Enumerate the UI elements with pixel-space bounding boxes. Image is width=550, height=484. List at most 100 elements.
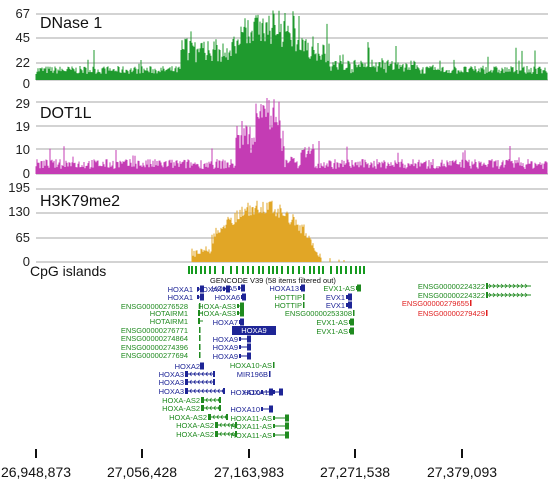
gene-exon [486, 310, 488, 316]
gene-hoxa9[interactable]: HOXA9 [232, 326, 276, 335]
cpg-islands [188, 266, 365, 274]
gene-ensg00000253308[interactable]: ENSG00000253308 [285, 309, 355, 318]
gene-hoxa-as2[interactable]: HOXA-AS2 [176, 421, 237, 430]
gene-hoxa-as3[interactable]: HOXA-AS3 [198, 302, 244, 311]
gene-strand-arrow [512, 292, 516, 298]
gene-hoxa9[interactable]: HOXA9 [213, 343, 251, 352]
gene-exon [215, 431, 218, 437]
gene-hoxa3[interactable]: HOXA3 [159, 387, 225, 396]
gene-exon [185, 379, 188, 385]
gene-strand-arrow [488, 283, 492, 289]
gene-hoxa3[interactable]: HOXA3 [159, 378, 215, 387]
gene-ensg00000224322[interactable]: ENSG00000224322 [418, 291, 531, 300]
gene-evx1-as[interactable]: EVX1-AS [316, 327, 354, 336]
y-tick-label: 19 [16, 119, 30, 134]
gene-ensg00000277694[interactable]: ENSG00000277694 [121, 351, 201, 360]
gene-hoxa4[interactable]: HOXA4 [197, 285, 230, 294]
gene-label: ENSG00000276771 [121, 326, 188, 335]
gene-hoxa13[interactable]: HOXA13 [269, 284, 305, 293]
gene-label: HOXA2 [175, 362, 200, 371]
gene-mir196b[interactable]: MIR196B [237, 370, 271, 379]
gene-hoxa9[interactable]: HOXA9 [213, 335, 251, 344]
gene-strand-arrow [520, 292, 524, 298]
cpg-island-mark [355, 266, 357, 274]
y-tick-label: 45 [16, 30, 30, 45]
gene-strand-arrow [508, 292, 512, 298]
gene-hoxa10[interactable]: HOXA10 [230, 388, 273, 397]
gene-evx1[interactable]: EVX1 [326, 301, 352, 310]
gene-strand-arrow [205, 397, 208, 403]
gene-ensg00000274396[interactable]: ENSG00000274396 [121, 343, 201, 352]
gene-exon [239, 320, 241, 324]
gene-label: ENSG00000224322 [418, 291, 485, 300]
gene-hoxa11-as[interactable]: HOXA11-AS [230, 414, 289, 423]
gene-hoxa1[interactable]: HOXA1 [168, 285, 204, 294]
gene-exon [261, 390, 263, 394]
gene-strand-arrow [209, 371, 212, 377]
gene-hoxa10[interactable]: HOXA10 [230, 405, 273, 414]
gene-exon [273, 416, 275, 420]
gene-hoxa9[interactable]: HOXA9 [213, 352, 251, 361]
gene-strand-arrow [227, 431, 230, 437]
gene-evx1-as[interactable]: EVX1-AS [316, 318, 354, 327]
gene-hoxa-as2[interactable]: HOXA-AS2 [162, 396, 221, 405]
gene-hottip[interactable]: HOTTIP [275, 301, 305, 310]
gene-hoxa11-as[interactable]: HOXA11-AS [230, 431, 289, 440]
gene-ensg00000224322[interactable]: ENSG00000224322 [418, 282, 531, 291]
gene-hoxa7[interactable]: HOXA7 [213, 318, 244, 327]
gene-strand-arrow [520, 283, 524, 289]
gene-exon [238, 286, 240, 290]
gene-hoxa-as2[interactable]: HOXA-AS2 [169, 413, 228, 422]
gene-strand-arrow [492, 283, 496, 289]
gene-ensg00000279655[interactable]: ENSG00000279655 [402, 299, 472, 308]
gene-ensg00000274864[interactable]: ENSG00000274864 [121, 334, 201, 343]
cpg-island-mark [222, 266, 224, 274]
gene-ensg00000279429[interactable]: ENSG00000279429 [418, 309, 488, 318]
gene-hottip[interactable]: HOTTIP [275, 293, 305, 302]
cpg-island-mark [204, 266, 206, 274]
cpg-island-mark [298, 266, 300, 274]
gene-exon [348, 301, 352, 309]
gene-hoxa1[interactable]: HOXA1 [168, 293, 204, 302]
gene-strand-arrow [220, 414, 223, 420]
cpg-island-mark [191, 266, 193, 274]
gene-hoxa-as2[interactable]: HOXA-AS2 [162, 404, 221, 413]
gene-hoxa3[interactable]: HOXA3 [159, 370, 215, 379]
gene-label: HOXA4 [197, 285, 222, 294]
gene-hoxa10-as[interactable]: HOXA10-AS [230, 361, 275, 370]
gene-label: HOXA3 [159, 370, 184, 379]
gene-evx1[interactable]: EVX1 [326, 293, 352, 302]
gene-strand-arrow [496, 292, 500, 298]
gene-hoxa6[interactable]: HOXA6 [215, 293, 246, 302]
gene-exon [199, 303, 201, 309]
gene-hoxa2[interactable]: HOXA2 [175, 362, 204, 371]
gene-label: ENSG00000274396 [121, 343, 188, 352]
cpg-island-mark [303, 266, 305, 274]
cpg-island-mark [209, 266, 211, 274]
gene-hotairm1[interactable]: HOTAIRM1 [150, 309, 203, 318]
gene-hoxa-as2[interactable]: HOXA-AS2 [176, 430, 237, 439]
cpg-island-mark [363, 266, 365, 274]
gene-strand-arrow [512, 283, 516, 289]
cpg-island-mark [322, 266, 324, 274]
gene-strand-arrow [516, 283, 520, 289]
track-h3k79me2 [36, 188, 548, 263]
gene-label: ENSG00000253308 [285, 309, 352, 318]
gene-hoxa11[interactable]: HOXA11 [243, 388, 283, 397]
gene-ensg00000276528[interactable]: ENSG00000276528 [121, 302, 201, 311]
gene-hoxa11-as[interactable]: HOXA11-AS [230, 422, 289, 431]
gene-label: HOXA3 [159, 387, 184, 396]
cpg-island-mark [236, 266, 238, 274]
gene-exon [273, 433, 275, 437]
gene-hotairm1[interactable]: HOTAIRM1 [150, 317, 203, 326]
gene-label: MIR196B [237, 370, 268, 379]
gene-strand-arrow [201, 388, 204, 394]
gene-hoxa-as3[interactable]: HOXA-AS3 [198, 309, 244, 318]
gene-exon [199, 352, 201, 358]
gene-ensg00000276771[interactable]: ENSG00000276771 [121, 326, 201, 335]
gene-evx1-as[interactable]: EVX1-AS [323, 284, 361, 293]
gene-label: EVX1-AS [316, 327, 348, 336]
gene-exon [285, 431, 289, 439]
gene-hoxa5[interactable]: HOXA5 [212, 284, 245, 293]
